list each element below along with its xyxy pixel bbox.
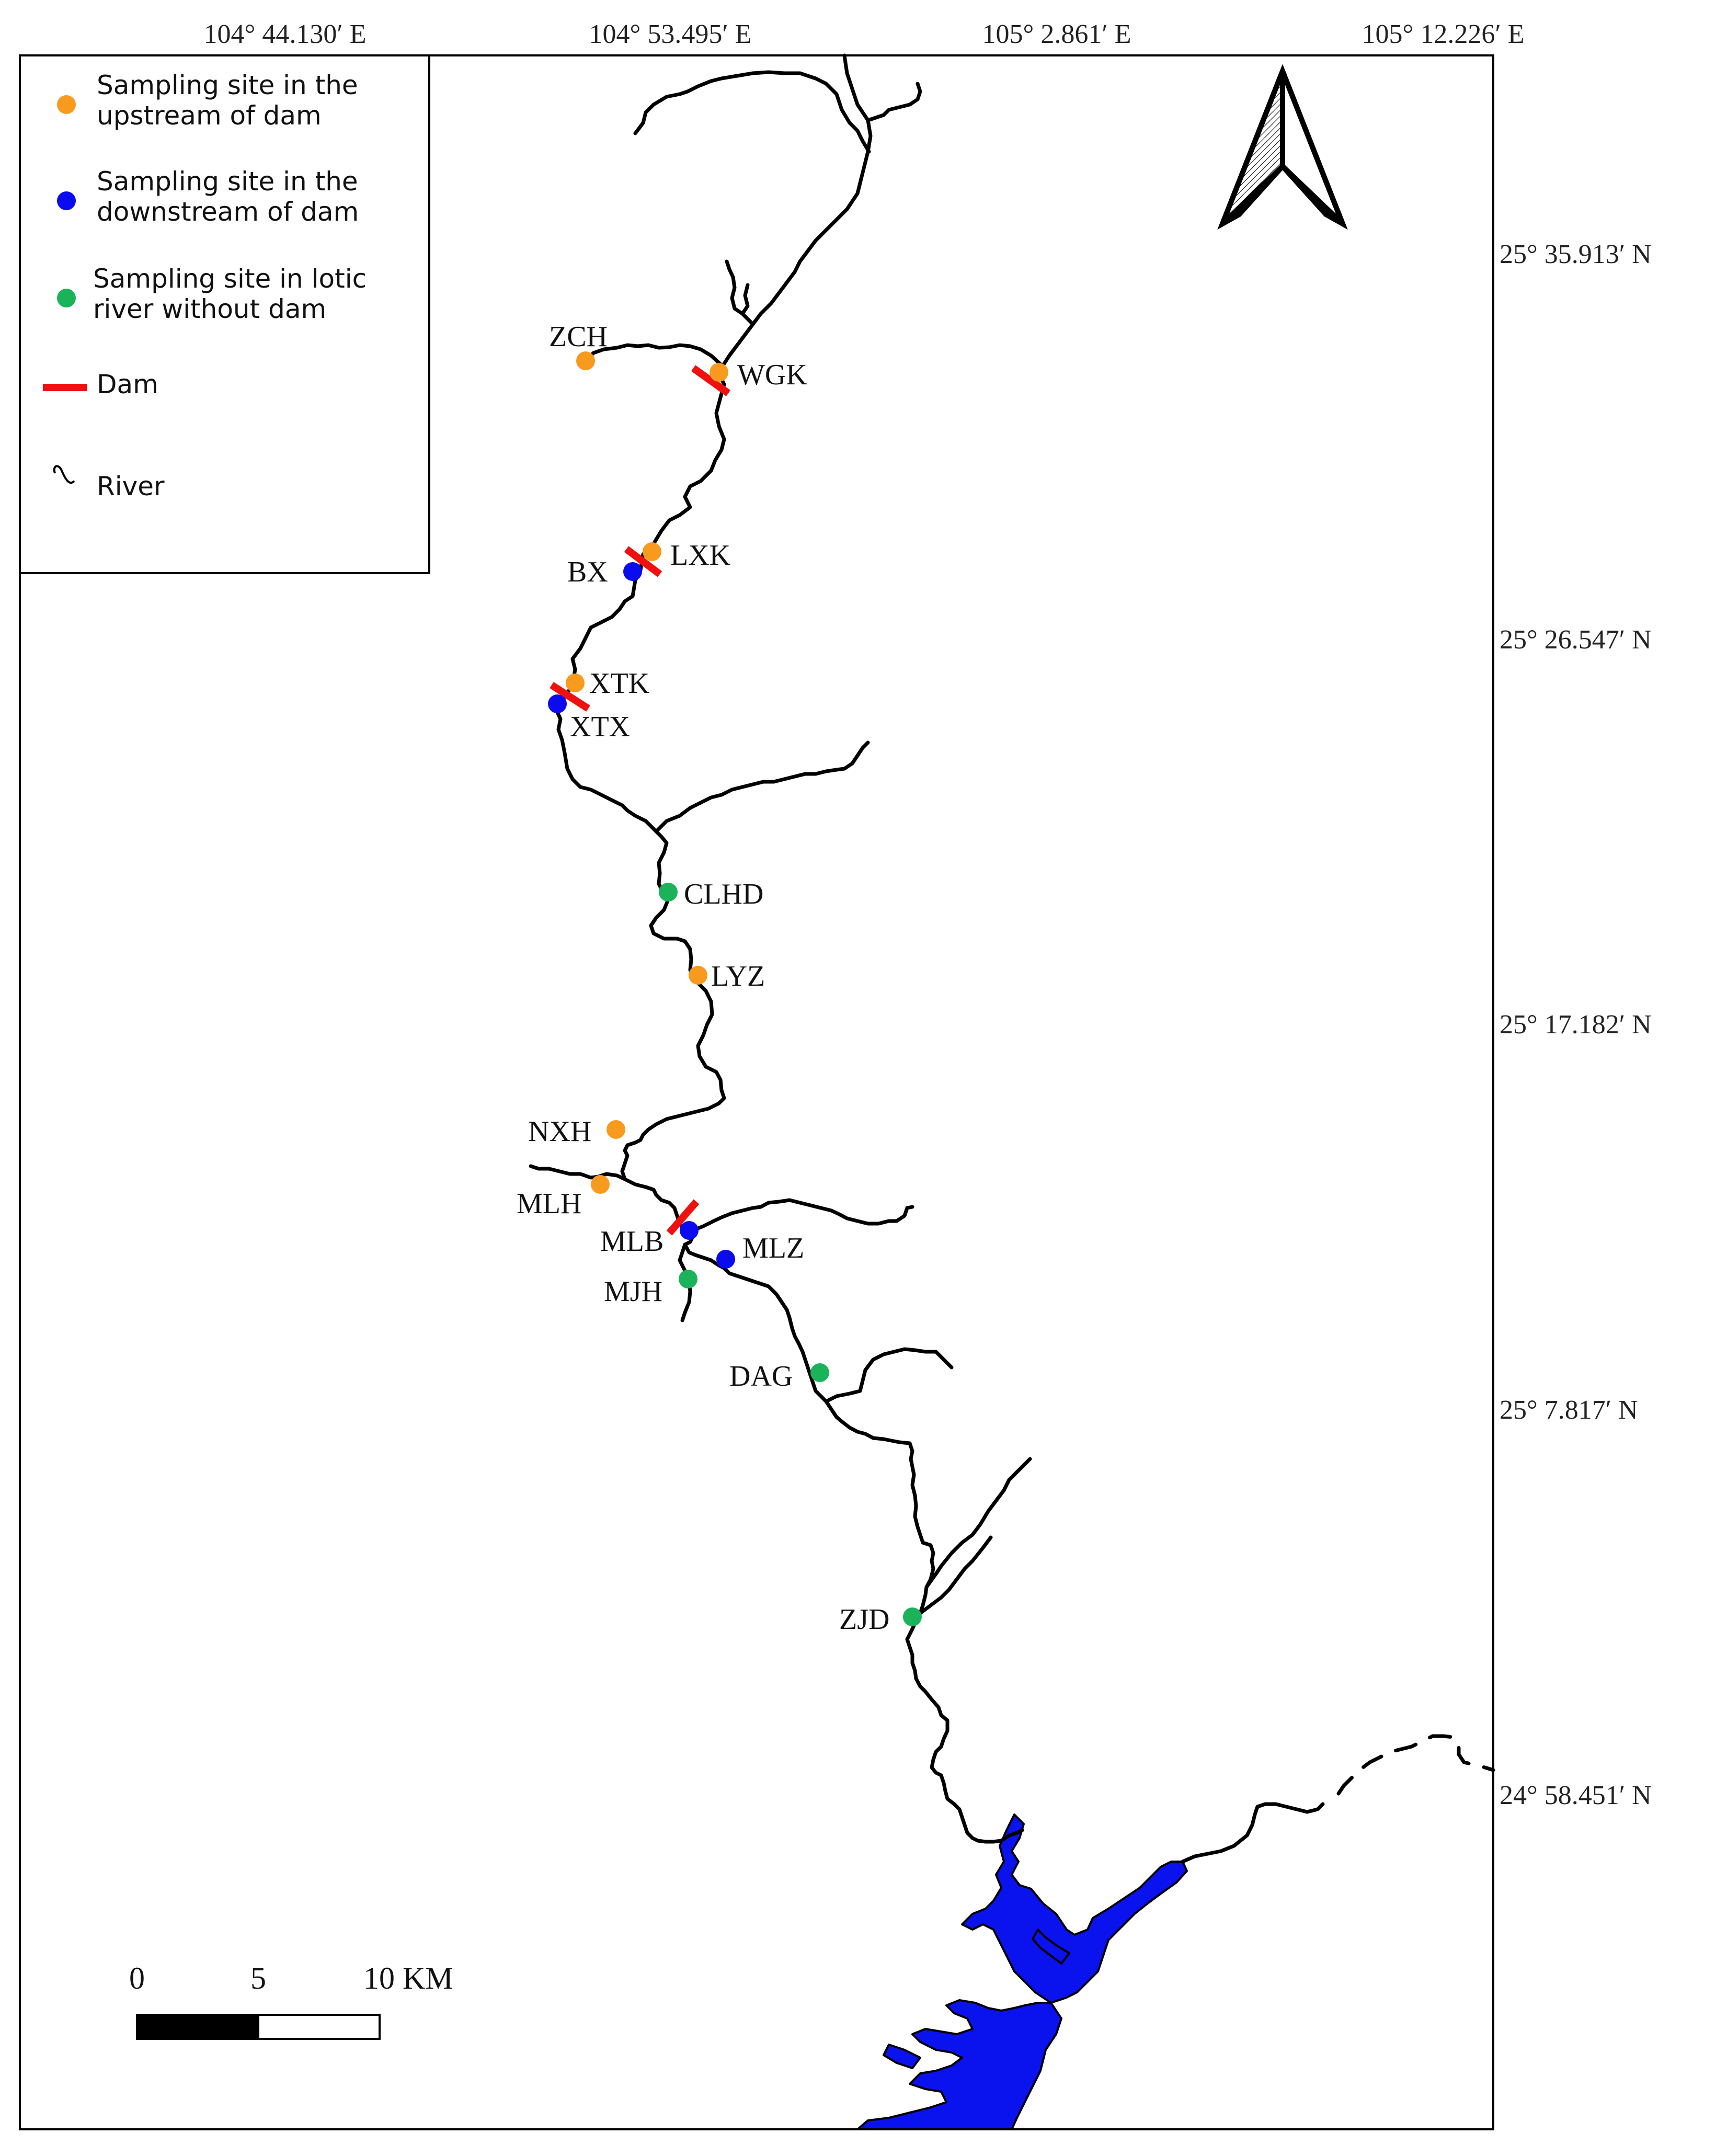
site-dot-bx[interactable] (623, 562, 642, 581)
lat-label: 25° 17.182′ N (1500, 1010, 1652, 1040)
site-label-wgk: WGK (737, 359, 807, 391)
tributary (633, 70, 871, 154)
sampling-sites: ZCH WGK LXK BX XTK XTX CLHD LYZ NXH MLH … (517, 321, 922, 1636)
site-label-lyz: LYZ (711, 960, 765, 993)
site-dot-mlh[interactable] (591, 1175, 610, 1194)
site-dot-xtk[interactable] (566, 674, 585, 692)
site-label-xtx: XTX (570, 711, 630, 743)
tributary (1181, 1802, 1325, 1864)
tributary (924, 1457, 1032, 1589)
lat-label: 25° 26.547′ N (1500, 625, 1652, 655)
legend-upstream-label-2: upstream of dam (97, 100, 322, 131)
site-label-xtk: XTK (589, 667, 649, 700)
scale-label-0: 0 (129, 1961, 145, 1995)
site-label-zjd: ZJD (839, 1603, 889, 1636)
site-label-mlh: MLH (517, 1188, 581, 1220)
longitude-labels: 104° 44.130′ E 104° 53.495′ E 105° 2.861… (204, 19, 1525, 49)
site-label-dag: DAG (729, 1360, 793, 1393)
tributary (654, 740, 870, 834)
lat-label: 25° 7.817′ N (1500, 1395, 1638, 1425)
legend-box (19, 54, 430, 574)
tributary (688, 1198, 914, 1234)
dam-marker (691, 365, 731, 396)
tributary (740, 283, 750, 316)
site-dot-clhd[interactable] (659, 883, 678, 902)
site-dot-lxk[interactable] (643, 542, 661, 561)
tributary (725, 259, 755, 326)
legend-lotic-dot (57, 289, 76, 307)
dam-marker (666, 1199, 700, 1236)
river-line-icon (53, 465, 75, 484)
site-dot-mlb[interactable] (680, 1221, 699, 1240)
dams (550, 365, 731, 1236)
lat-label: 24° 58.451′ N (1500, 1781, 1652, 1810)
lon-label: 104° 53.495′ E (589, 19, 752, 49)
scale-bar-black-segment (136, 2014, 259, 2040)
reservoir (856, 1813, 1188, 2130)
legend: Sampling site in the upstream of dam Sam… (19, 54, 430, 574)
tributary (918, 1535, 993, 1615)
tributary (529, 1164, 627, 1181)
site-label-mlb: MLB (600, 1225, 663, 1258)
legend-lotic-label-2: river without dam (93, 294, 326, 324)
tributary (1336, 1734, 1495, 1796)
site-label-mjh: MJH (604, 1275, 662, 1308)
legend-upstream-dot (57, 95, 76, 114)
tributary (584, 343, 725, 368)
legend-dam-bar (43, 384, 87, 391)
legend-downstream-label: Sampling site in the (97, 166, 358, 197)
legend-upstream-label: Sampling site in the (97, 70, 358, 100)
site-label-zch: ZCH (549, 321, 608, 353)
reservoir-lower-arm (856, 1999, 1062, 2130)
legend-downstream-dot (57, 191, 76, 210)
lon-label: 105° 2.861′ E (982, 19, 1131, 49)
site-dot-lyz[interactable] (689, 966, 707, 985)
reservoir-side-arm (1032, 1929, 1070, 1965)
tributary (824, 1347, 954, 1404)
legend-river-label: River (97, 471, 165, 501)
dam-marker (550, 682, 590, 712)
river-network (529, 53, 1495, 1864)
scale-label-5: 5 (250, 1961, 266, 1995)
lon-label: 105° 12.226′ E (1362, 19, 1525, 49)
map-frame (19, 54, 1494, 2130)
scale-label-10km: 10 KM (363, 1961, 453, 1995)
site-dot-dag[interactable] (810, 1363, 829, 1382)
legend-dam-label: Dam (97, 369, 158, 400)
legend-lotic-label: Sampling site in lotic (93, 264, 367, 294)
main-river (555, 53, 1024, 1844)
site-dot-nxh[interactable] (607, 1120, 625, 1139)
site-dot-xtx[interactable] (548, 694, 567, 713)
latitude-labels: 25° 35.913′ N 25° 26.547′ N 25° 17.182′ … (1500, 239, 1652, 1810)
site-dot-wgk[interactable] (710, 363, 728, 382)
north-arrow-icon (1217, 64, 1348, 230)
dam-marker (624, 546, 662, 577)
scale-bar-white-segment (257, 2014, 381, 2040)
reservoir-upper-arm (961, 1813, 1188, 2004)
lon-label: 104° 44.130′ E (204, 19, 367, 49)
scale-bar: 0 5 10 KM (129, 1961, 453, 2040)
reservoir-branch (883, 2044, 921, 2069)
site-dot-zjd[interactable] (903, 1607, 922, 1626)
site-label-clhd: CLHD (684, 878, 763, 910)
site-label-lxk: LXK (670, 539, 730, 572)
site-label-nxh: NXH (528, 1115, 591, 1148)
legend-downstream-label-2: downstream of dam (97, 197, 359, 227)
site-dot-mlz[interactable] (716, 1250, 735, 1269)
site-label-bx: BX (567, 556, 608, 588)
site-label-mlz: MLZ (742, 1232, 804, 1264)
tributary (866, 82, 922, 122)
lat-label: 25° 35.913′ N (1500, 239, 1652, 269)
site-dot-mjh[interactable] (679, 1270, 697, 1288)
site-dot-zch[interactable] (576, 351, 595, 370)
